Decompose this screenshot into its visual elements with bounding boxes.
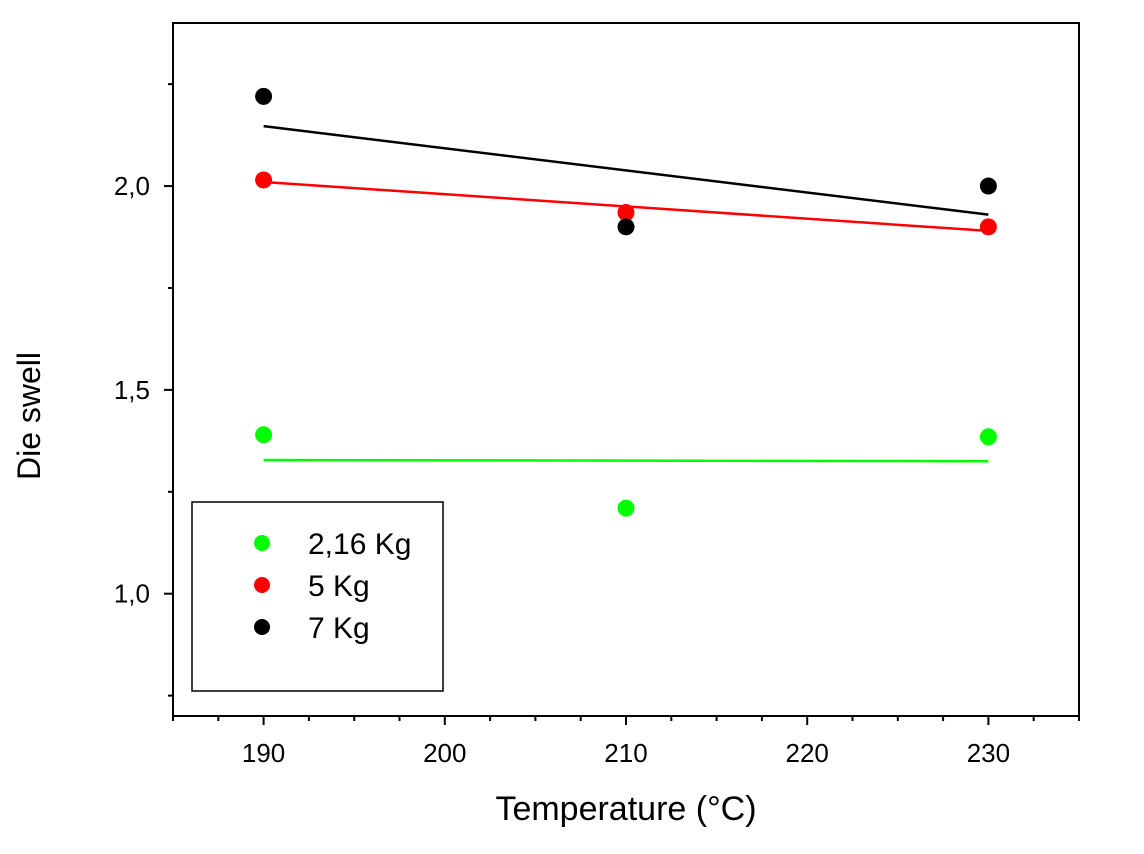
- x-tick-label: 200: [423, 738, 466, 768]
- x-axis-label: Temperature (°C): [495, 790, 756, 828]
- fit-lines: [263, 124, 989, 463]
- x-axis-ticks: 190 200 210 220 230: [172, 716, 1080, 768]
- data-point: [979, 177, 997, 195]
- x-tick-label: 220: [786, 738, 829, 768]
- data-point: [979, 218, 997, 236]
- x-tick-label: 210: [604, 738, 647, 768]
- data-point: [617, 499, 635, 517]
- x-tick-label: 230: [967, 738, 1010, 768]
- legend-label: 2,16 Kg: [308, 528, 411, 561]
- legend: 2,16 Kg 5 Kg 7 Kg: [191, 501, 444, 692]
- legend-marker: [254, 577, 270, 593]
- x-tick-label: 190: [242, 738, 285, 768]
- data-point: [979, 428, 997, 446]
- data-points: [255, 87, 997, 517]
- data-point: [255, 171, 273, 189]
- data-point: [255, 87, 273, 105]
- fit-line: [263, 458, 989, 463]
- data-point: [617, 218, 635, 236]
- legend-marker: [254, 619, 270, 635]
- y-tick-label: 1,0: [114, 579, 150, 609]
- legend-label: 7 Kg: [308, 612, 370, 645]
- legend-box: [191, 501, 444, 692]
- y-tick-label: 2,0: [114, 171, 150, 201]
- fit-line: [263, 124, 989, 216]
- y-tick-label: 1,5: [114, 375, 150, 405]
- y-axis-ticks: 1,0 1,5 2,0: [114, 83, 173, 697]
- data-point: [255, 426, 273, 444]
- data-point: [617, 204, 635, 222]
- legend-marker: [254, 535, 270, 551]
- y-axis-label: Die swell: [11, 352, 47, 480]
- legend-label: 5 Kg: [308, 570, 370, 603]
